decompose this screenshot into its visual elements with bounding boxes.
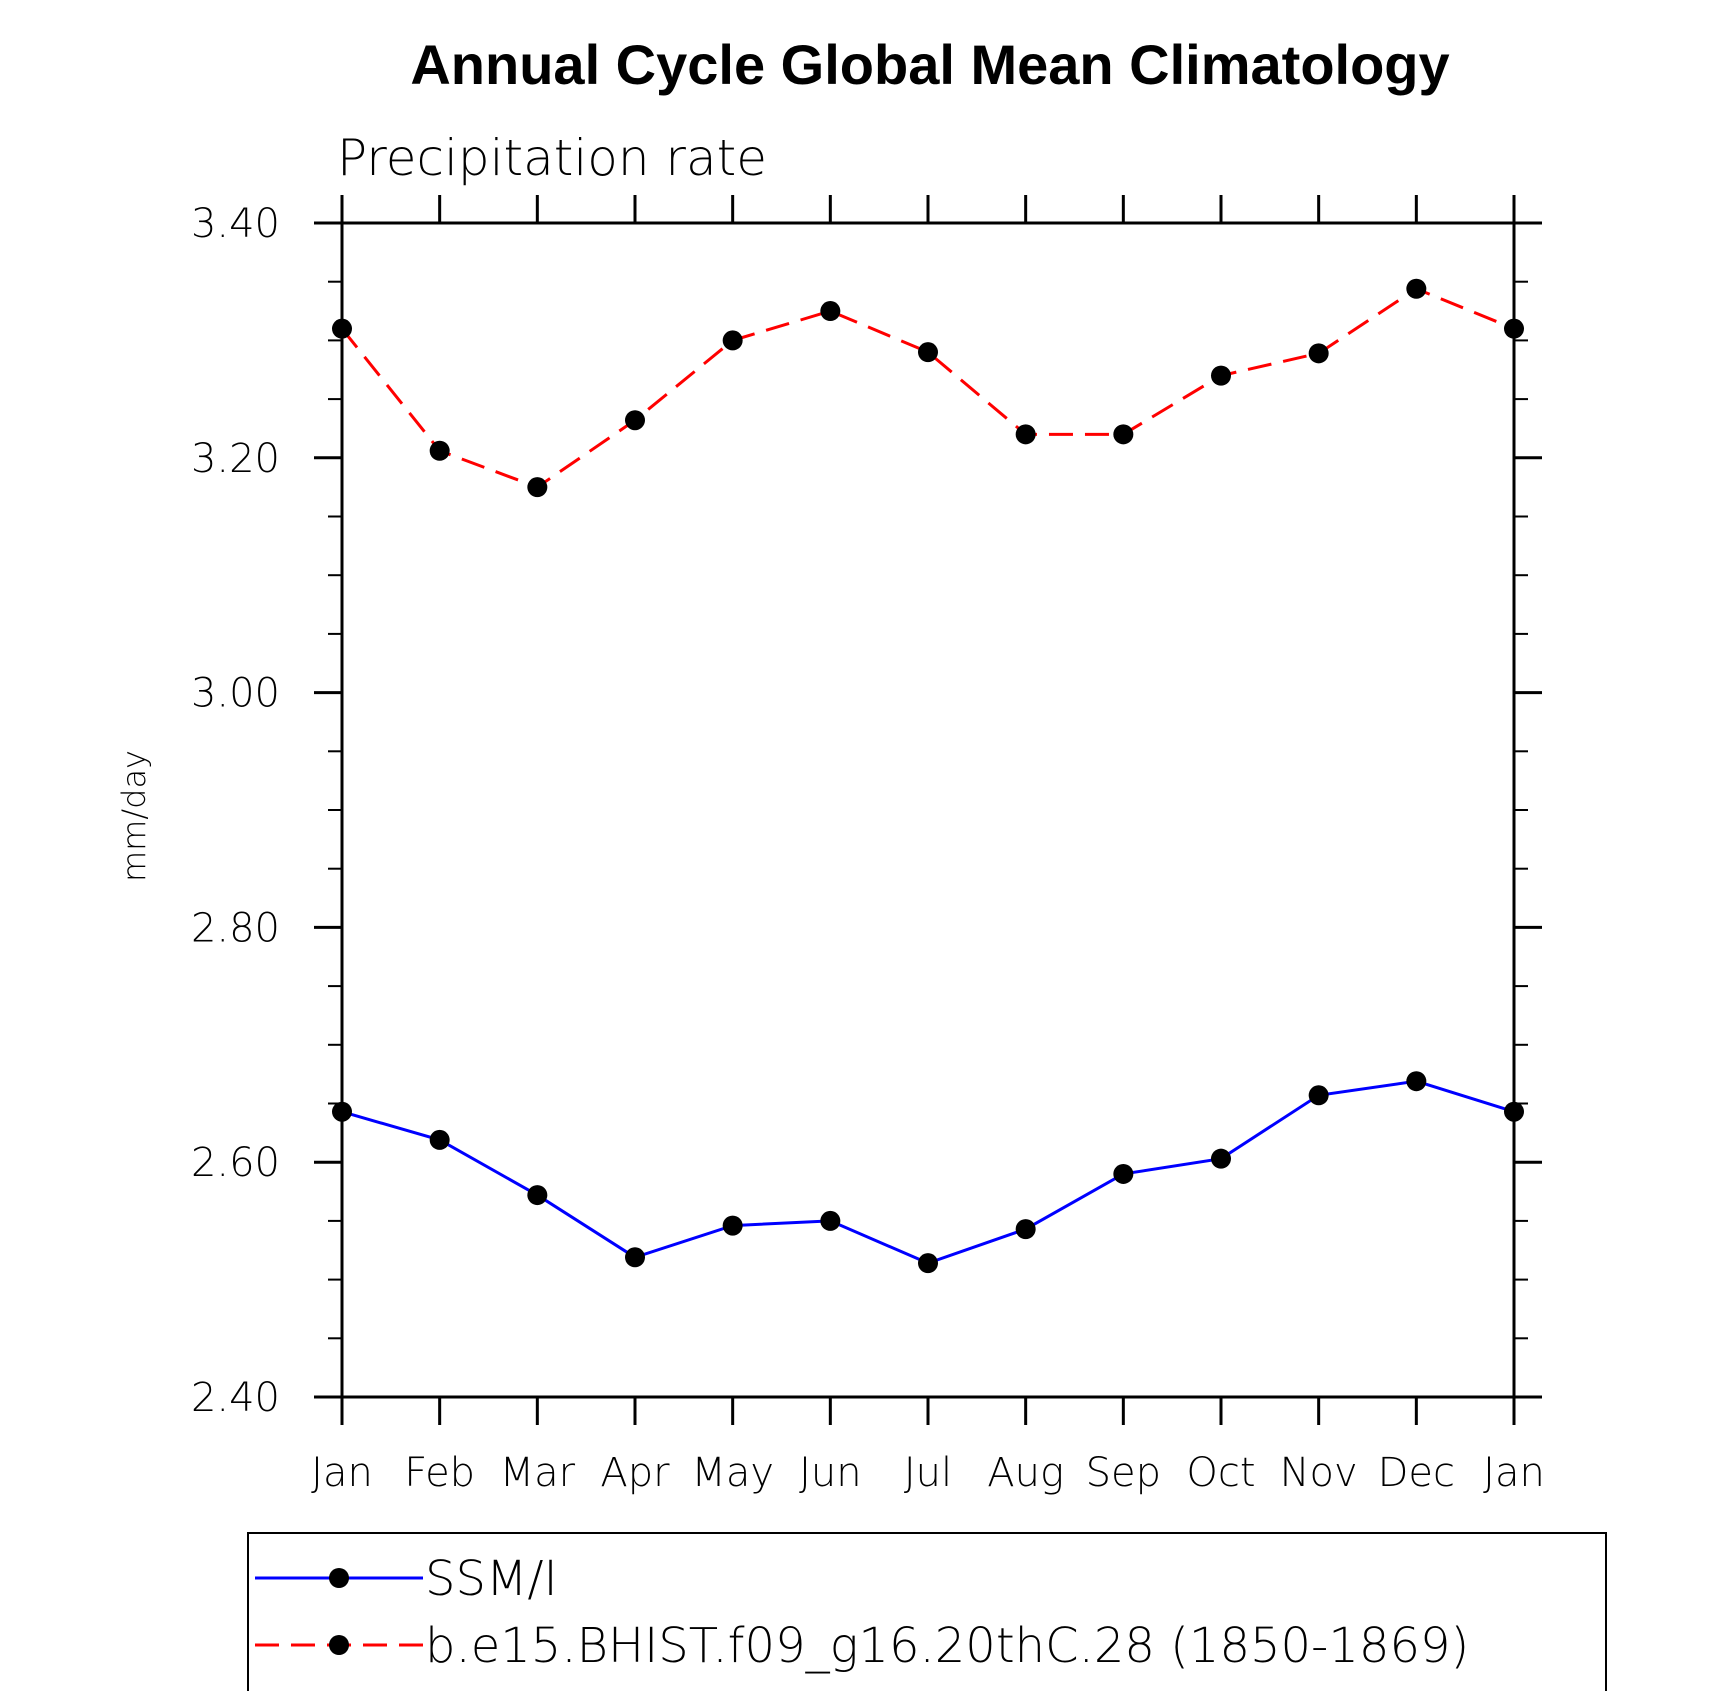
x-tick-label: Jan bbox=[311, 1450, 373, 1496]
legend: SSM/I b.e15.BHIST.f09_g16.20thC.28 (1850-… bbox=[247, 1532, 1607, 1691]
data-point bbox=[429, 440, 450, 461]
y-tick-label: 3.20 bbox=[191, 436, 280, 482]
data-point bbox=[820, 301, 841, 322]
x-tick-label: Jun bbox=[799, 1450, 862, 1496]
data-point bbox=[332, 1101, 352, 1122]
data-point bbox=[1406, 1071, 1427, 1092]
data-point bbox=[820, 1210, 841, 1231]
data-point bbox=[527, 1185, 548, 1206]
x-tick-label: Dec bbox=[1378, 1450, 1455, 1496]
data-point bbox=[429, 1129, 450, 1150]
series-line bbox=[340, 287, 1515, 489]
chart-subtitle: Precipitation rate bbox=[337, 129, 767, 187]
series-group bbox=[332, 278, 1524, 498]
y-tick-label: 2.40 bbox=[191, 1375, 280, 1421]
x-axis-ticks: Jan Feb Mar Apr May Jun Jul Aug Sep Oct Nov Dec Jan bbox=[311, 195, 1545, 1496]
data-point bbox=[1015, 1219, 1036, 1240]
series-layer bbox=[332, 278, 1524, 1274]
x-tick-label: Sep bbox=[1086, 1450, 1161, 1496]
data-point bbox=[625, 410, 645, 431]
data-point bbox=[527, 477, 548, 498]
data-point bbox=[722, 1215, 743, 1236]
data-point bbox=[1308, 1085, 1329, 1106]
data-point bbox=[918, 1253, 938, 1274]
legend-box bbox=[247, 1532, 1607, 1691]
x-tick-label: Jan bbox=[1483, 1450, 1545, 1496]
data-point bbox=[332, 318, 352, 339]
x-tick-label: Nov bbox=[1280, 1450, 1358, 1496]
legend-swatch-marker bbox=[329, 1635, 349, 1655]
data-point bbox=[722, 330, 743, 351]
data-point bbox=[1504, 318, 1524, 339]
data-point bbox=[918, 342, 938, 363]
data-point bbox=[1113, 1163, 1134, 1184]
data-point bbox=[1211, 1148, 1231, 1169]
legend-label: SSM/I bbox=[425, 1551, 558, 1607]
series-line bbox=[341, 1079, 1515, 1265]
data-point bbox=[1113, 424, 1134, 445]
y-axis-label: mm/day bbox=[115, 750, 153, 882]
legend-label: b.e15.BHIST.f09_g16.20thC.28 (1850-1869) bbox=[425, 1618, 1469, 1674]
plot-frame bbox=[340, 221, 1516, 1399]
data-point bbox=[1406, 278, 1427, 299]
plot-border bbox=[340, 221, 1516, 1399]
y-tick-label: 2.80 bbox=[191, 905, 280, 951]
data-point bbox=[1015, 424, 1036, 445]
y-axis-ticks: 2.40 2.60 2.80 3.00 3.20 3.40 bbox=[191, 201, 1542, 1421]
series-group bbox=[332, 1071, 1524, 1274]
data-point bbox=[1211, 365, 1231, 386]
x-tick-label: May bbox=[691, 1450, 774, 1496]
x-tick-label: Apr bbox=[600, 1450, 670, 1496]
x-tick-label: Feb bbox=[404, 1450, 475, 1496]
data-point bbox=[1504, 1101, 1524, 1122]
x-tick-label: Mar bbox=[500, 1450, 576, 1496]
y-tick-label: 3.00 bbox=[191, 671, 280, 717]
x-tick-label: Oct bbox=[1186, 1450, 1255, 1496]
legend-swatch-marker bbox=[329, 1568, 349, 1588]
data-point bbox=[1308, 343, 1329, 364]
chart-title: Annual Cycle Global Mean Climatology bbox=[410, 33, 1449, 96]
y-tick-label: 2.60 bbox=[191, 1140, 280, 1186]
y-tick-label: 3.40 bbox=[191, 201, 280, 247]
x-tick-label: Jul bbox=[904, 1450, 952, 1496]
x-tick-label: Aug bbox=[987, 1450, 1064, 1496]
data-point bbox=[625, 1247, 645, 1268]
